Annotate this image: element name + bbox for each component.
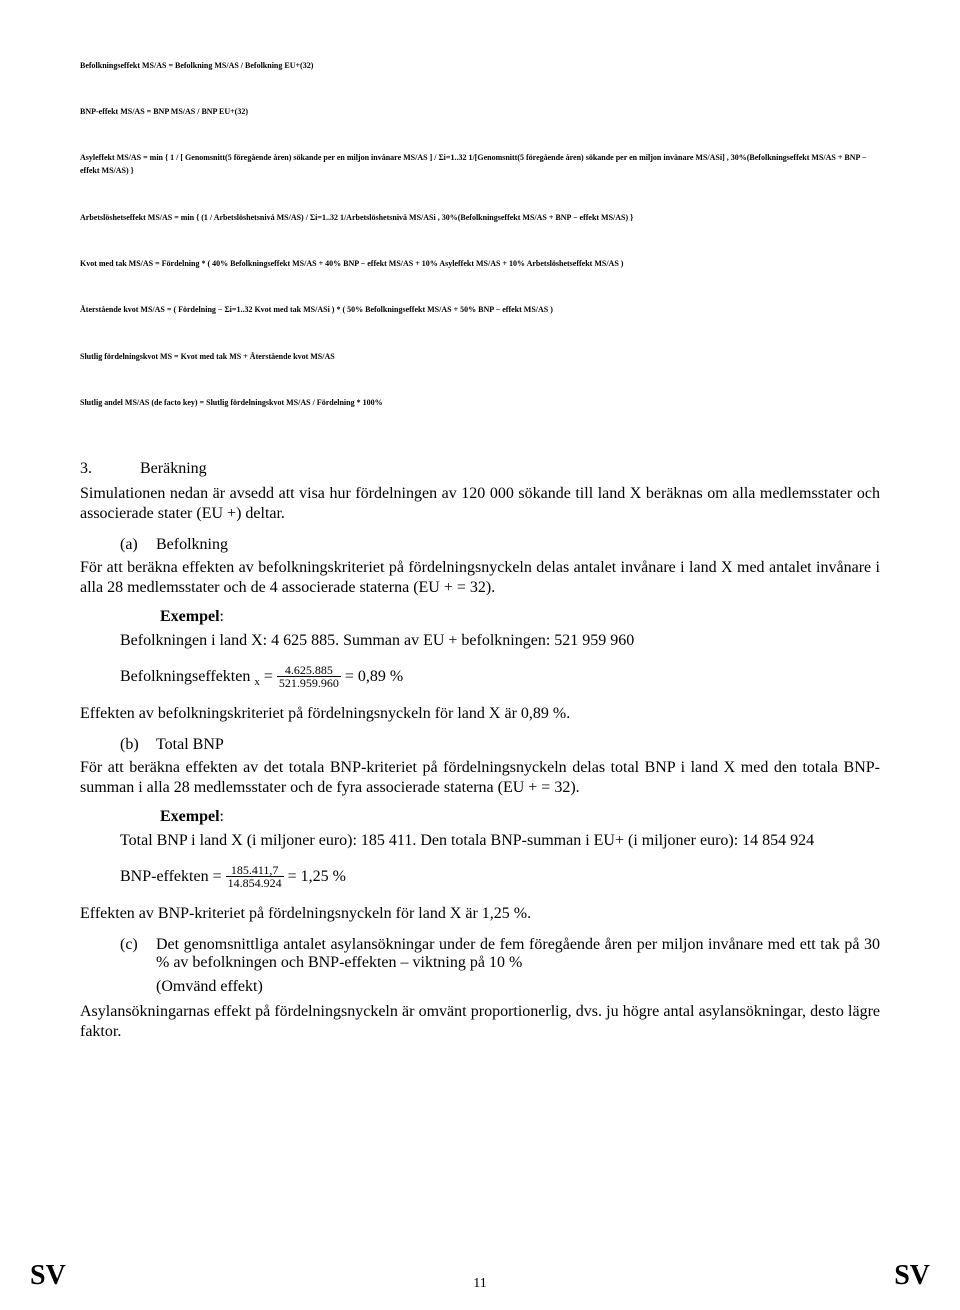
fraction-a-num: 4.625.885	[277, 664, 341, 678]
lang-right: SV	[894, 1260, 930, 1292]
item-c-heading: (c) Det genomsnittliga antalet asylansök…	[120, 936, 880, 972]
example-b-line: Total BNP i land X (i miljoner euro): 18…	[120, 832, 880, 850]
example-a: Exempel:	[160, 608, 880, 626]
paragraph-c: Asylansökningarnas effekt på fördelnings…	[80, 1002, 880, 1042]
section-3-heading: 3. Beräkning	[80, 460, 880, 478]
fraction-b-den: 14.854.924	[226, 877, 284, 890]
item-a-heading: (a) Befolkning	[120, 536, 880, 554]
formula-3: Asyleffekt MS/AS = min { 1 / [ Genomsnit…	[80, 152, 880, 178]
item-b-heading: (b) Total BNP	[120, 736, 880, 754]
paragraph-a: För att beräkna effekten av befolkningsk…	[80, 558, 880, 598]
bnp-effekten-label: BNP-effekten =	[120, 867, 226, 884]
fraction-a: 4.625.885 521.959.960	[277, 664, 341, 690]
example-b-calc: BNP-effekten = 185.411,7 14.854.924 = 1,…	[120, 864, 880, 890]
fraction-a-den: 521.959.960	[277, 677, 341, 690]
item-c-sub: (Omvänd effekt)	[156, 978, 880, 996]
formula-2: BNP-effekt MS/AS = BNP MS/AS / BNP EU+(3…	[80, 106, 880, 119]
result-b: = 1,25 %	[288, 867, 346, 884]
item-a-title: Befolkning	[156, 536, 228, 554]
fraction-b: 185.411,7 14.854.924	[226, 864, 284, 890]
item-a-label: (a)	[120, 536, 156, 554]
example-label-b: Exempel	[160, 808, 220, 825]
item-b-label: (b)	[120, 736, 156, 754]
result-a: = 0,89 %	[345, 667, 403, 684]
page-footer: SV 11 SV	[0, 1260, 960, 1310]
paragraph-a-result: Effekten av befolkningskriteriet på förd…	[80, 704, 880, 724]
formula-block: Befolkningseffekt MS/AS = Befolkning MS/…	[80, 30, 880, 440]
paragraph-b: För att beräkna effekten av det totala B…	[80, 758, 880, 798]
item-c-label: (c)	[120, 936, 156, 972]
befolkningseffekten-label: Befolkningseffekten	[120, 667, 250, 684]
sub-x: x	[254, 675, 260, 687]
formula-7: Slutlig fördelningskvot MS = Kvot med ta…	[80, 351, 880, 364]
item-c-text: Det genomsnittliga antalet asylansökning…	[156, 936, 880, 972]
formula-6: Återstående kvot MS/AS = ( Fördelning − …	[80, 304, 880, 317]
section-number: 3.	[80, 460, 140, 478]
paragraph-intro: Simulationen nedan är avsedd att visa hu…	[80, 484, 880, 524]
example-b: Exempel:	[160, 808, 880, 826]
example-a-calc: Befolkningseffekten x = 4.625.885 521.95…	[120, 664, 880, 690]
paragraph-b-result: Effekten av BNP-kriteriet på fördelnings…	[80, 904, 880, 924]
section-title: Beräkning	[140, 460, 207, 478]
example-a-line: Befolkningen i land X: 4 625 885. Summan…	[120, 632, 880, 650]
page-number: 11	[473, 1276, 486, 1292]
item-b-title: Total BNP	[156, 736, 224, 754]
lang-left: SV	[30, 1260, 66, 1292]
formula-8: Slutlig andel MS/AS (de facto key) = Slu…	[80, 397, 880, 410]
formula-5: Kvot med tak MS/AS = Fördelning * ( 40% …	[80, 258, 880, 271]
example-label-a: Exempel	[160, 608, 220, 625]
formula-1: Befolkningseffekt MS/AS = Befolkning MS/…	[80, 60, 880, 73]
formula-4: Arbetslöshetseffekt MS/AS = min { (1 / A…	[80, 212, 880, 225]
fraction-b-num: 185.411,7	[226, 864, 284, 878]
